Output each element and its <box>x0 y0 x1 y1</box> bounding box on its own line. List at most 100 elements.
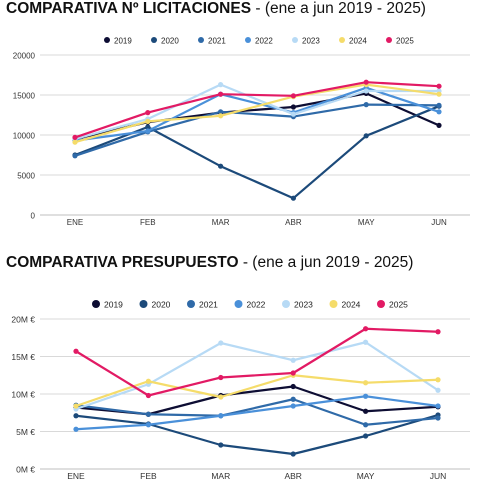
c1-legend-label: 2025 <box>396 37 414 46</box>
c2-point-2022 <box>218 413 224 419</box>
c1-point-2023 <box>363 88 369 94</box>
c1-xtick-label: ENE <box>67 218 83 227</box>
c2-series-line-2020 <box>75 413 439 456</box>
c2-ytick-label: 15M € <box>11 352 35 362</box>
c2-point-2022 <box>145 422 151 428</box>
c1-point-2021 <box>363 102 369 108</box>
c1-ytick-label: 15000 <box>13 92 36 101</box>
c1-series-line-2020 <box>74 105 440 200</box>
chart2-title-main: COMPARATIVA PRESUPUESTO <box>6 254 239 271</box>
c1-xtick-label: MAY <box>358 218 375 227</box>
c2-point-2019 <box>290 383 296 390</box>
c1-legend-marker <box>151 37 157 43</box>
c1-point-2025 <box>436 83 442 89</box>
c2-xtick-label: MAR <box>211 471 230 480</box>
c2-point-2024 <box>435 377 441 383</box>
c2-point-2025 <box>218 374 224 381</box>
c1-xtick-label: JUN <box>431 218 447 227</box>
c1-legend-marker <box>198 37 204 43</box>
c2-legend-label: 2023 <box>294 300 313 310</box>
c2-series-line-2022 <box>75 395 439 431</box>
c2-point-2021 <box>435 415 441 421</box>
c1-legend-label: 2019 <box>114 37 132 46</box>
c1-legend-marker <box>104 37 110 43</box>
c1-point-2022 <box>436 109 442 115</box>
c1-point-2024 <box>218 113 224 119</box>
c2-legend-marker <box>234 300 243 308</box>
c2-point-2022 <box>73 426 79 432</box>
c1-legend-marker <box>386 37 392 43</box>
c1-ytick-label: 10000 <box>13 132 36 141</box>
c1-point-2021 <box>218 109 224 115</box>
c2-point-2023 <box>290 357 296 363</box>
c2-point-2022 <box>435 403 441 409</box>
c1-legend-marker <box>292 37 298 43</box>
c2-legend-label: 2022 <box>247 300 266 310</box>
chart2-title-sub: - (ene a jun 2019 - 2025) <box>242 254 414 271</box>
c2-point-2025 <box>363 326 369 332</box>
c2-ytick-label: 5M € <box>16 427 35 437</box>
c2-point-2025 <box>73 348 79 354</box>
c1-legend-label: 2024 <box>349 37 367 46</box>
chart1-title: COMPARATIVA Nº LICITACIONES - (ene a jun… <box>6 0 426 18</box>
c2-point-2023 <box>435 387 441 393</box>
c2-point-2022 <box>290 403 296 409</box>
c1-point-2025 <box>145 110 151 116</box>
c1-xtick-label: ABR <box>285 218 302 227</box>
c1-xtick-label: MAR <box>212 218 230 227</box>
c2-point-2021 <box>145 411 151 417</box>
c2-xtick-label: FEB <box>140 471 157 480</box>
c1-legend-label: 2022 <box>255 37 273 46</box>
c1-point-2020 <box>363 133 369 139</box>
c1-series-line-2024 <box>74 83 440 144</box>
c2-xtick-label: ENE <box>67 471 85 480</box>
c1-legend-marker <box>245 37 251 43</box>
licitaciones-chart: 0 5000 10000 15000 20000 ENE FEB MAR ABR MAY JUN 20… <box>13 37 470 227</box>
c2-legend-marker <box>92 300 100 308</box>
c1-point-2019 <box>290 104 296 110</box>
c1-legend-label: 2020 <box>161 37 179 46</box>
c2-legend-label: 2025 <box>389 300 408 310</box>
c1-point-2024 <box>145 118 151 124</box>
c2-point-2023 <box>218 340 224 346</box>
c1-point-2020 <box>145 124 151 130</box>
c2-point-2020 <box>218 442 224 448</box>
c2-point-2021 <box>290 396 296 402</box>
c2-point-2025 <box>435 329 441 335</box>
c1-legend-marker <box>339 37 345 43</box>
c1-series-line-2023 <box>74 83 439 141</box>
c2-point-2023 <box>363 339 369 345</box>
c1-point-2024 <box>72 139 78 145</box>
c2-legend-marker <box>139 300 148 308</box>
c2-point-2020 <box>363 433 369 439</box>
c1-series-line-2025 <box>74 81 440 139</box>
c1-point-2025 <box>218 91 224 97</box>
c1-series-line-2021 <box>74 103 440 157</box>
c2-xtick-label: ABR <box>284 471 301 480</box>
c2-point-2024 <box>145 378 151 384</box>
c2-point-2020 <box>73 413 79 419</box>
c2-xtick-label: JUN <box>430 471 447 480</box>
presupuesto-chart: 0M € 5M € 10M € 15M € 20M € ENE FEB MAR ABR MAY JU… <box>11 300 470 480</box>
c1-legend-label: 2021 <box>208 37 226 46</box>
c1-ytick-label: 0 <box>31 212 36 221</box>
chart1-title-main: COMPARATIVA Nº LICITACIONES <box>6 0 252 17</box>
c2-legend-marker <box>329 300 338 308</box>
c1-point-2025 <box>363 79 369 85</box>
c2-legend-marker <box>377 300 385 308</box>
c1-point-2021 <box>436 102 442 108</box>
c1-xtick-label: FEB <box>140 218 156 227</box>
c2-legend-marker <box>282 300 290 308</box>
c2-series-line-2021 <box>75 398 439 426</box>
c1-ytick-label: 5000 <box>17 172 35 181</box>
c2-point-2024 <box>73 403 79 409</box>
c1-point-2020 <box>218 163 224 169</box>
c2-legend-label: 2019 <box>104 300 123 310</box>
c1-point-2022 <box>145 128 151 134</box>
c1-point-2019 <box>436 122 442 128</box>
c2-ytick-label: 10M € <box>11 390 35 400</box>
c2-xtick-label: MAY <box>357 471 375 480</box>
c2-point-2021 <box>363 422 369 428</box>
c1-point-2021 <box>72 153 78 159</box>
chart1-title-sub: - (ene a jun 2019 - 2025) <box>255 0 426 17</box>
